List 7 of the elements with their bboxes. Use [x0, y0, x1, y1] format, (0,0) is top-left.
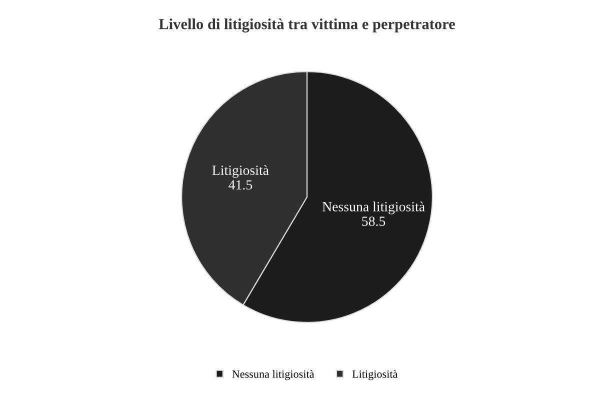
slice-label: Litigiosità [212, 165, 269, 178]
slice-label: Nessuna litigiosità [322, 202, 425, 214]
legend-label: Nessuna litigiosità [232, 370, 314, 380]
legend-label: Litigiosità [352, 370, 398, 380]
chart-title: Livello di litigiosità tra vittima e perpetratore [158, 18, 455, 32]
data-label: 58.5 [362, 216, 386, 226]
data-label: 41.5 [228, 180, 252, 190]
